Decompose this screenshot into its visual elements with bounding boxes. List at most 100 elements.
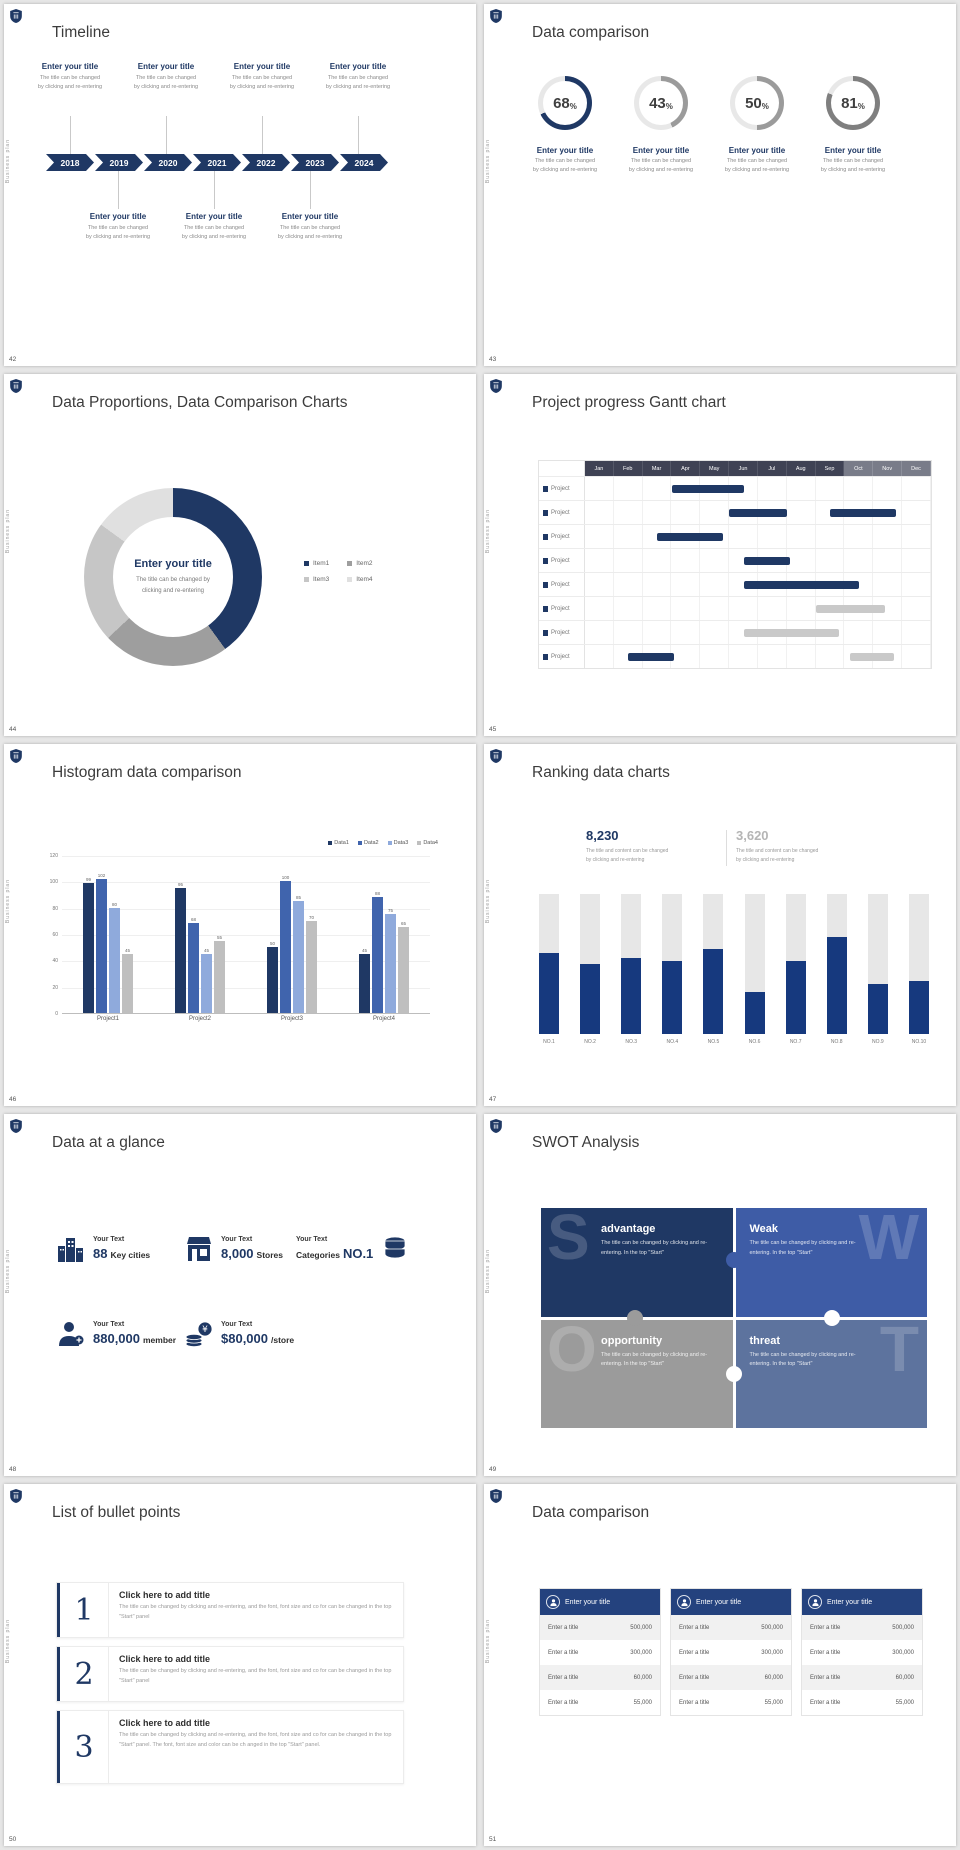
gantt-month: Oct xyxy=(844,461,874,476)
bar xyxy=(359,953,370,1013)
swot-heading: Weak xyxy=(749,1223,779,1235)
timeline-entry: Enter your title The title can be change… xyxy=(168,212,260,242)
percent-sign: % xyxy=(569,101,577,111)
bar xyxy=(96,878,107,1013)
document-icon xyxy=(543,485,548,492)
stat-label: Your Text xyxy=(296,1236,328,1243)
rank-fill xyxy=(621,958,642,1034)
gantt-cells xyxy=(585,501,931,524)
gantt-cell xyxy=(614,549,643,572)
gantt-cell xyxy=(902,549,931,572)
person-badge-icon xyxy=(546,1595,560,1609)
rank-column: NO.10 xyxy=(908,894,929,1045)
table-row: Enter a title 500,000 xyxy=(671,1615,791,1640)
row-label: Enter a title xyxy=(679,1624,710,1631)
slide-cell: Business plan 44 Data Proportions, Data … xyxy=(0,370,480,740)
bar-value-label: 50 xyxy=(269,941,275,947)
gantt-row: Project xyxy=(539,644,931,668)
gantt-row-label: Project xyxy=(539,621,585,644)
row-value: 60,000 xyxy=(633,1674,652,1681)
rank-fill xyxy=(908,980,929,1034)
bullet-heading: Click here to add title xyxy=(119,1718,211,1728)
slide-50-bullets[interactable]: Business plan 50 List of bullet points 1… xyxy=(4,1484,476,1846)
y-tick-label: 0 xyxy=(55,1011,58,1017)
ring-title: Enter your title xyxy=(536,146,594,155)
timeline-entry-line: The title can be changed xyxy=(279,225,341,231)
rank-label: NO.8 xyxy=(830,1039,843,1045)
bar-value-label: 88 xyxy=(374,891,380,897)
ranking-chart: NO.1 NO.2 NO.3 NO.4 NO.5 NO.6 NO.7 NO.8 NO.9 NO.1… xyxy=(539,894,929,1045)
table-row: Enter a title 300,000 xyxy=(802,1640,922,1665)
stat-unit: member xyxy=(143,1335,177,1345)
gantt-cell xyxy=(758,477,787,500)
bar-cluster: 95 68 45 55 xyxy=(175,856,225,1013)
gantt-cell xyxy=(585,501,614,524)
row-label: Enter a title xyxy=(548,1649,579,1656)
ring-stat: 81 % Enter your title The title can be c… xyxy=(808,76,898,173)
slide-43-data-comparison[interactable]: Business plan 43 Data comparison 68 % En… xyxy=(484,4,956,366)
table-row: Enter a title 500,000 xyxy=(540,1615,660,1640)
city-buildings-icon xyxy=(58,1238,83,1262)
slide-51-tables[interactable]: Business plan 51 Data comparison Enter y… xyxy=(484,1484,956,1846)
gantt-cell xyxy=(643,549,672,572)
table-header: Enter your title xyxy=(671,1589,791,1615)
gantt-month: Apr xyxy=(671,461,701,476)
slide-title: List of bullet points xyxy=(52,1504,181,1521)
legend-swatch xyxy=(304,561,309,566)
slide-45-gantt[interactable]: Business plan 45 Project progress Gantt … xyxy=(484,374,956,736)
sidebar-vertical-text: Business plan xyxy=(5,139,11,184)
rank-label: NO.7 xyxy=(789,1039,802,1045)
legend-item: Data2 xyxy=(357,840,379,846)
document-icon xyxy=(543,581,548,588)
institution-logo-icon xyxy=(10,9,22,23)
bar-value-label: 102 xyxy=(97,872,106,878)
bar-value-label: 45 xyxy=(361,947,367,953)
gantt-month: Nov xyxy=(873,461,903,476)
timeline-year: 2018 xyxy=(46,154,94,171)
page-number: 43 xyxy=(489,356,497,363)
gantt-row: Project xyxy=(539,500,931,524)
slide-49-swot[interactable]: Business plan 49 SWOT Analysis S advanta… xyxy=(484,1114,956,1476)
gantt-cell xyxy=(787,501,816,524)
document-icon xyxy=(543,557,548,564)
gantt-cells xyxy=(585,597,931,620)
slide-47-ranking[interactable]: Business plan 47 Ranking data charts 8,2… xyxy=(484,744,956,1106)
table-header: Enter your title xyxy=(802,1589,922,1615)
gantt-row-text: Project xyxy=(551,629,570,636)
gantt-cell xyxy=(758,645,787,668)
stat-unit: Key cities xyxy=(110,1250,151,1260)
page-number: 49 xyxy=(489,1466,497,1473)
gantt-cell xyxy=(700,573,730,596)
stat-item: Your Text Categories NO.1 xyxy=(296,1234,410,1264)
legend-swatch xyxy=(357,841,362,845)
bar-value-label: 75 xyxy=(387,908,393,914)
bar-value-label: 100 xyxy=(281,875,290,881)
bullet-heading: Click here to add title xyxy=(119,1590,211,1600)
gantt-cell xyxy=(585,645,614,668)
bullet-number: 3 xyxy=(57,1711,109,1783)
gantt-cell xyxy=(614,597,643,620)
swot-opportunity-piece: O opportunity The title can be changed b… xyxy=(541,1319,733,1428)
page-number: 48 xyxy=(9,1466,17,1473)
puzzle-knob xyxy=(627,1310,643,1326)
slide-42-timeline[interactable]: Business plan 42 Timeline Enter your tit… xyxy=(4,4,476,366)
stat-number: 88 xyxy=(93,1246,108,1261)
slide-46-histogram[interactable]: Business plan 46 Histogram data comparis… xyxy=(4,744,476,1106)
swot-heading: advantage xyxy=(601,1223,656,1235)
swot-body-text: The title can be changed by clicking and… xyxy=(749,1351,856,1368)
gantt-row: Project xyxy=(539,476,931,500)
category-label: Project4 xyxy=(372,1016,395,1022)
slide-44-proportions[interactable]: Business plan 44 Data Proportions, Data … xyxy=(4,374,476,736)
legend-label: Item1 xyxy=(313,560,330,567)
gantt-cell xyxy=(700,597,730,620)
timeline-entry: Enter your title The title can be change… xyxy=(24,62,116,92)
slide-48-glance[interactable]: Business plan 48 Data at a glance Your T… xyxy=(4,1114,476,1476)
timeline-connector xyxy=(118,171,119,209)
bar-value-label: 95 xyxy=(177,881,183,887)
timeline-entry-line: by clicking and re-entering xyxy=(85,234,151,241)
category-label: Project3 xyxy=(280,1016,303,1022)
rank-label: NO.1 xyxy=(543,1039,555,1045)
stat-unit: Stores xyxy=(256,1250,284,1260)
gantt-month: Dec xyxy=(902,461,931,476)
gantt-cell xyxy=(671,573,701,596)
